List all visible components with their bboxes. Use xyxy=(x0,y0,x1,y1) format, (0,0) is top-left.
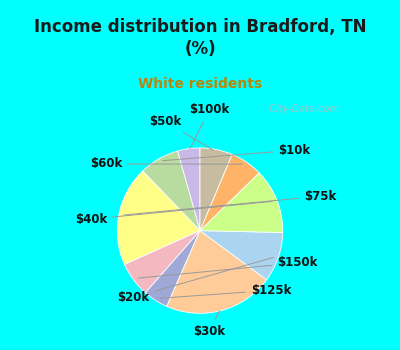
Text: Income distribution in Bradford, TN
(%): Income distribution in Bradford, TN (%) xyxy=(34,18,366,58)
Wedge shape xyxy=(200,148,232,231)
Text: $150k: $150k xyxy=(138,256,318,278)
Wedge shape xyxy=(200,154,259,231)
Wedge shape xyxy=(167,231,266,313)
Wedge shape xyxy=(124,231,200,293)
Text: $100k: $100k xyxy=(189,104,229,148)
Wedge shape xyxy=(117,171,200,265)
Text: $75k: $75k xyxy=(124,190,337,215)
Wedge shape xyxy=(200,231,283,280)
Text: $50k: $50k xyxy=(150,115,214,150)
Wedge shape xyxy=(178,148,200,231)
Text: $60k: $60k xyxy=(90,158,242,170)
Text: City-Data.com: City-Data.com xyxy=(263,104,339,114)
Text: $30k: $30k xyxy=(193,311,225,338)
Wedge shape xyxy=(200,173,283,232)
Text: $20k: $20k xyxy=(117,257,274,304)
Text: $10k: $10k xyxy=(163,144,310,161)
Text: White residents: White residents xyxy=(138,77,262,91)
Text: $40k: $40k xyxy=(75,201,272,226)
Wedge shape xyxy=(143,151,200,231)
Wedge shape xyxy=(146,231,200,306)
Text: $125k: $125k xyxy=(160,284,292,298)
